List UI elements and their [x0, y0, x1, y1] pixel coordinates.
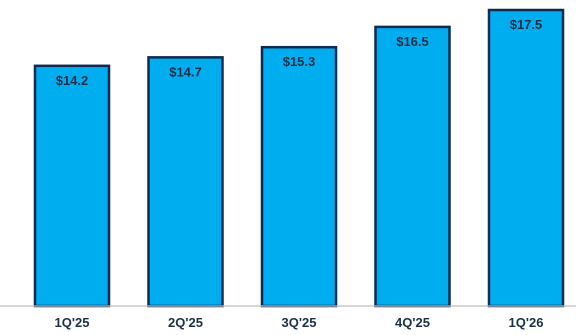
x-tick-label-1: 2Q'25 — [168, 315, 203, 330]
bar-0 — [33, 64, 111, 308]
bar-4 — [487, 8, 565, 308]
x-tick-label-4: 1Q'26 — [509, 315, 544, 330]
x-tick-label-2: 3Q'25 — [282, 315, 317, 330]
bar-3 — [374, 25, 451, 308]
x-axis-ticks: 1Q'25 2Q'25 3Q'25 4Q'25 1Q'26 — [55, 315, 544, 330]
x-tick-label-3: 4Q'25 — [395, 315, 430, 330]
bar-2 — [260, 45, 338, 308]
value-label-4: $17.5 — [510, 17, 543, 32]
value-label-0: $14.2 — [56, 73, 89, 88]
value-label-1: $14.7 — [169, 64, 202, 79]
bar-group: $14.2 $14.7 $15.3 $16.5 $17.5 — [33, 8, 565, 308]
value-label-2: $15.3 — [283, 54, 316, 69]
x-tick-label-0: 1Q'25 — [55, 315, 90, 330]
bar-1 — [147, 56, 224, 308]
value-label-3: $16.5 — [396, 34, 429, 49]
